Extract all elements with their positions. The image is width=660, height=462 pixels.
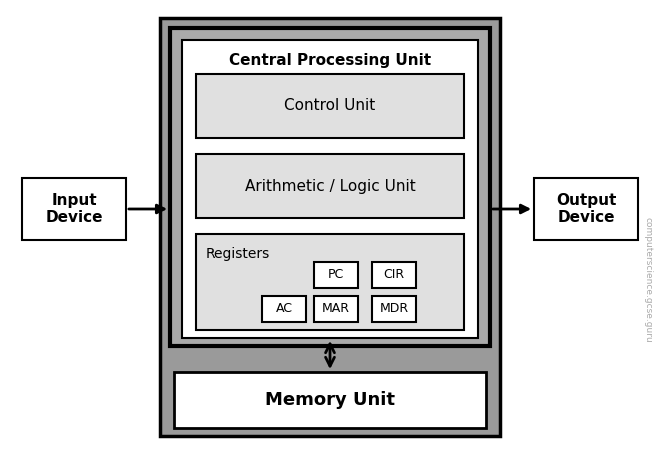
- Text: MAR: MAR: [322, 303, 350, 316]
- Text: Input
Device: Input Device: [46, 193, 103, 225]
- Text: Memory Unit: Memory Unit: [265, 391, 395, 409]
- Text: Registers: Registers: [206, 247, 270, 261]
- Bar: [314, 296, 358, 322]
- Text: Control Unit: Control Unit: [284, 98, 376, 114]
- Bar: [196, 234, 464, 330]
- Bar: [174, 372, 486, 428]
- Text: computerscience.gcse.guru: computerscience.gcse.guru: [644, 217, 653, 343]
- Bar: [372, 296, 416, 322]
- Text: CIR: CIR: [383, 268, 405, 281]
- Bar: [160, 18, 500, 436]
- Bar: [196, 154, 464, 218]
- Bar: [534, 178, 638, 240]
- Text: AC: AC: [275, 303, 292, 316]
- Bar: [22, 178, 126, 240]
- Bar: [196, 74, 464, 138]
- Text: MDR: MDR: [379, 303, 409, 316]
- Bar: [170, 28, 490, 346]
- Text: PC: PC: [328, 268, 344, 281]
- Bar: [182, 40, 478, 338]
- Bar: [314, 262, 358, 288]
- Text: Arithmetic / Logic Unit: Arithmetic / Logic Unit: [245, 178, 415, 194]
- Bar: [372, 262, 416, 288]
- Text: Output
Device: Output Device: [556, 193, 616, 225]
- Bar: [262, 296, 306, 322]
- Text: Central Processing Unit: Central Processing Unit: [229, 53, 431, 67]
